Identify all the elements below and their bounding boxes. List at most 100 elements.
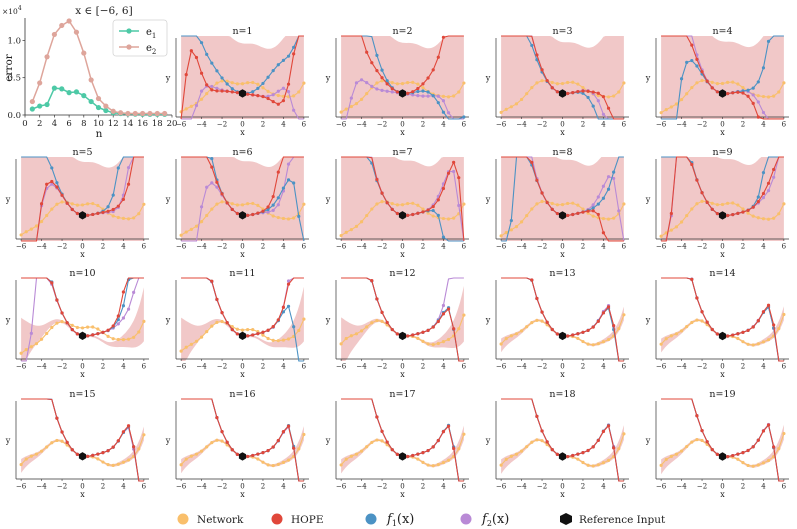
hope-point (390, 448, 394, 452)
network-point (205, 92, 209, 96)
hope-point (45, 182, 49, 186)
hope-point (286, 424, 291, 428)
network-point (591, 464, 595, 468)
hope-point (421, 330, 425, 334)
subplot-x-tick-label: −6 (16, 483, 27, 491)
f1-point (596, 202, 600, 206)
network-point (189, 227, 193, 231)
network-point (606, 217, 611, 221)
network-point (39, 449, 44, 453)
f2-point (421, 94, 425, 98)
subplot-xlabel: x (560, 250, 565, 259)
subplot-x-tick-label: −2 (537, 121, 547, 129)
network-point (659, 111, 663, 115)
network-point (446, 458, 451, 462)
f2-point (457, 203, 461, 208)
error-xlabel: n (96, 128, 103, 140)
subplot-x-tick-label: 0 (720, 483, 724, 491)
network-point (194, 452, 199, 456)
subplot-x-tick-label: 4 (441, 483, 446, 491)
network-point (679, 329, 684, 333)
network-point (581, 460, 585, 465)
hope-point (184, 72, 188, 77)
f1-point (530, 43, 534, 48)
hope-point (751, 445, 755, 449)
f2-point (591, 203, 595, 207)
network-point (96, 457, 100, 461)
subplot-x-tick-label: −6 (336, 243, 347, 251)
error-point-e2 (117, 110, 124, 116)
hope-point (421, 82, 425, 86)
subplot-title: n=4 (712, 26, 732, 37)
subplot-ylabel: y (645, 195, 651, 204)
network-point (679, 220, 684, 224)
f1-point (261, 81, 265, 86)
hope-point (210, 88, 214, 92)
network-point (121, 216, 126, 220)
subplot-x-tick-label: 2 (741, 121, 745, 129)
network-point (400, 82, 405, 86)
error-ticks: 0 2 4 6 8 10 12 14 16 18 20 0.0 0.5 1.0 (7, 36, 177, 129)
hope-point (271, 445, 275, 449)
network-point (736, 203, 740, 207)
network-point (766, 95, 771, 99)
hope-point (591, 325, 595, 329)
subplot-xlabel: x (240, 490, 245, 499)
network-point (132, 216, 136, 220)
network-point (359, 329, 364, 333)
hope-point (581, 330, 585, 334)
network-point (220, 200, 224, 204)
network-point (189, 104, 193, 108)
f2-line (501, 398, 624, 482)
hope-point (111, 324, 115, 328)
network-point (540, 439, 544, 443)
f1-point (251, 90, 255, 94)
network-point (29, 454, 33, 458)
network-point (349, 334, 353, 338)
network-point (695, 437, 699, 442)
network-point (281, 338, 286, 342)
legend-reference-marker (560, 513, 572, 525)
hope-point (106, 209, 110, 213)
hope-point (695, 57, 699, 61)
f1-point (431, 94, 435, 98)
network-point (772, 94, 776, 98)
network-point (266, 89, 270, 94)
hope-point (550, 327, 554, 332)
network-point (137, 212, 141, 216)
hope-point (436, 319, 440, 324)
network-point (720, 202, 725, 207)
subplot-x-tick-label: −2 (697, 243, 707, 251)
hope-point (545, 440, 549, 444)
subplot-ylabel: y (5, 316, 11, 325)
hope-point (281, 429, 286, 434)
hope-point (746, 448, 750, 453)
hope-point (86, 334, 90, 338)
network-point (246, 81, 250, 85)
hope-point (390, 207, 394, 212)
network-point (75, 325, 79, 330)
error-x-tick-label: 20 (167, 119, 178, 129)
network-point (530, 440, 534, 444)
hope-point (452, 446, 456, 451)
f1-point (416, 89, 420, 94)
network-point (566, 80, 570, 85)
f1-point (220, 76, 224, 80)
network-point (756, 94, 760, 98)
subplot-x-tick-label: 6 (782, 363, 787, 371)
subplot-n-17: n=17 −6 −4 −2 0 2 4 6 x y (325, 389, 469, 499)
hope-line (661, 277, 784, 362)
network-point (462, 202, 466, 206)
subplot-x-tick-label: 2 (101, 243, 105, 251)
hope-point (39, 202, 44, 206)
f2-point (349, 96, 353, 100)
network-point (101, 460, 105, 464)
hope-line (501, 398, 624, 482)
network-point (436, 341, 440, 346)
subplot-x-tick-label: −6 (176, 483, 187, 491)
hope-point (406, 213, 410, 218)
hope-point (380, 76, 384, 80)
subplot-x-tick-label: 2 (741, 243, 745, 251)
network-point (421, 339, 425, 344)
subplot-x-tick-label: −4 (676, 483, 687, 491)
